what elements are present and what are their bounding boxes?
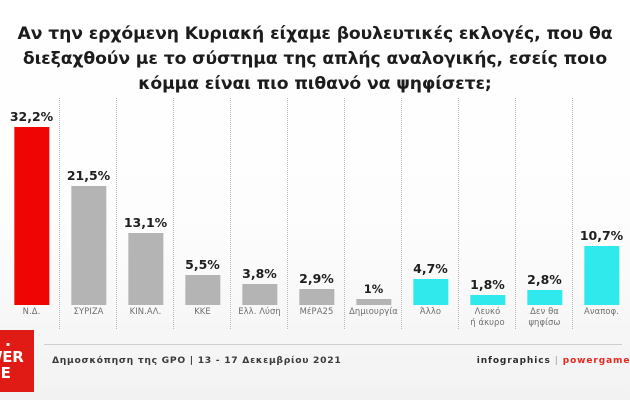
- axis-category-label: Λευκό ή άκυρο: [459, 306, 516, 327]
- bar[interactable]: [70, 186, 107, 305]
- axis-category-label: Δημιουργία: [345, 306, 402, 317]
- axis-category-label: ΚΙΝ.ΑΛ.: [117, 306, 174, 317]
- bar[interactable]: [583, 245, 620, 305]
- logo-dots: ▪ ▪ ▪: [0, 340, 13, 348]
- page-title: Αν την ερχόμενη Κυριακή είχαμε βουλευτικ…: [0, 22, 630, 97]
- bar-value-label: 2,8%: [527, 271, 562, 287]
- axis-category-label: Δεν θα ψηφίσω: [516, 306, 573, 327]
- column-divider: [172, 98, 174, 329]
- column-divider: [286, 98, 288, 329]
- bar-value-label: 21,5%: [66, 168, 111, 184]
- axis-label-line-1: ΚΚΕ: [194, 306, 211, 316]
- column-divider: [400, 98, 402, 329]
- column-divider: [115, 98, 117, 329]
- axis-label-line-1: ΚΙΝ.ΑΛ.: [129, 306, 162, 316]
- axis-label-line-1: Αναποφ.: [584, 306, 619, 316]
- bar[interactable]: [355, 299, 392, 305]
- logo-line-2: ME: [0, 363, 11, 382]
- bar-column: 1%: [345, 98, 402, 329]
- bar[interactable]: [469, 295, 506, 305]
- axis-category-label: Ν.Δ.: [3, 306, 60, 317]
- bar-group[interactable]: 1%: [355, 100, 392, 305]
- bar-group[interactable]: 3,8%: [241, 100, 278, 305]
- column-divider: [571, 98, 573, 329]
- axis-label-line-1: ΣΥΡΙΖΑ: [73, 306, 104, 316]
- axis-category-label: ΚΚΕ: [174, 306, 231, 317]
- bar-group[interactable]: 21,5%: [67, 100, 110, 305]
- axis-label-line-1: ΜέΡΑ25: [299, 306, 334, 316]
- bar-group[interactable]: 1,8%: [469, 100, 506, 305]
- bar[interactable]: [412, 279, 449, 305]
- bar-value-label: 1,8%: [470, 277, 505, 293]
- bar-group[interactable]: 4,7%: [412, 100, 449, 305]
- axis-label-line-2: ψηφίσω: [528, 316, 561, 327]
- column-divider: [343, 98, 345, 329]
- axis-label-line-2: ή άκυρο: [470, 316, 505, 327]
- column-divider: [229, 98, 231, 329]
- bar-column: 2,8%: [516, 98, 573, 329]
- bar-column: 2,9%: [288, 98, 345, 329]
- category-axis: Ν.Δ. ΣΥΡΙΖΑ ΚΙΝ.ΑΛ. ΚΚΕ Ελλ. Λύση ΜέΡΑ25 Δημιο…: [0, 306, 630, 336]
- title-line-2: διεξαχθούν με το σύστημα της απλής αναλο…: [22, 49, 608, 69]
- bar-group[interactable]: 5,5%: [184, 100, 221, 305]
- bar-column: 4,7%: [402, 98, 459, 329]
- axis-label-line-1: Ελλ. Λύση: [238, 306, 281, 316]
- bar-column: 5,5%: [174, 98, 231, 329]
- bar[interactable]: [526, 289, 563, 305]
- footer-credit-label: infographics: [476, 356, 551, 366]
- column-divider: [58, 98, 60, 329]
- axis-label-line-1: Δημιουργία: [349, 306, 398, 316]
- axis-category-label: Ελλ. Λύση: [231, 306, 288, 317]
- axis-category-label: Άλλο: [402, 306, 459, 317]
- bar-value-label: 4,7%: [413, 261, 448, 277]
- axis-category-label: Αναποφ.: [573, 306, 630, 317]
- bar-group[interactable]: 2,8%: [526, 100, 563, 305]
- powergame-logo[interactable]: ▪ ▪ ▪ WER ME: [0, 330, 34, 392]
- axis-category-label: ΜέΡΑ25: [288, 306, 345, 317]
- footer-credit: infographics | powergame.g: [477, 356, 630, 366]
- bar-value-label: 32,2%: [9, 109, 54, 124]
- footer-divider: [44, 344, 622, 345]
- bar-group[interactable]: 10,7%: [580, 100, 623, 305]
- footer-credit-site[interactable]: powergame.g: [562, 356, 630, 366]
- bar[interactable]: [241, 284, 278, 305]
- bar[interactable]: [13, 127, 50, 305]
- bar-value-label: 1%: [363, 282, 384, 297]
- bar-column: 21,5%: [60, 98, 117, 329]
- column-divider: [514, 98, 516, 329]
- bar-column: 32,2%: [3, 98, 60, 329]
- title-line-3: κόμμα είναι πιο πιθανό να ψηφίσετε;: [138, 74, 492, 94]
- bar-value-label: 10,7%: [579, 227, 624, 243]
- bar[interactable]: [127, 232, 164, 305]
- axis-category-label: ΣΥΡΙΖΑ: [60, 306, 117, 317]
- axis-label-line-1: Ν.Δ.: [22, 306, 41, 316]
- bar-column: 10,7%: [573, 100, 630, 305]
- bar[interactable]: [184, 274, 221, 305]
- title-line-1: Αν την ερχόμενη Κυριακή είχαμε βουλευτικ…: [17, 24, 613, 44]
- bar-group[interactable]: 2,9%: [298, 100, 335, 305]
- bar-group[interactable]: 13,1%: [124, 100, 167, 305]
- bar-value-label: 13,1%: [123, 214, 168, 230]
- column-divider: [457, 98, 459, 329]
- bar-column: 13,1%: [117, 98, 174, 329]
- axis-label-line-1: Άλλο: [419, 306, 442, 316]
- footer-credit-separator: |: [554, 356, 559, 366]
- axis-label-line-1: Λευκό: [474, 306, 501, 316]
- bar-group[interactable]: 32,2%: [10, 100, 53, 305]
- bar-value-label: 3,8%: [242, 266, 277, 281]
- bar-value-label: 5,5%: [185, 256, 220, 272]
- bar-chart-plot: 32,2% 21,5% 13,1% 5,5% 3,8% 2,9% 1% 4,7% 1,8% 2,8…: [0, 98, 630, 329]
- footer-source: Δημοσκόπηση της GPO | 13 - 17 Δεκεμβρίου…: [52, 355, 342, 366]
- bar-value-label: 2,9%: [299, 270, 334, 286]
- axis-label-line-1: Δεν θα: [530, 306, 559, 316]
- bar-column: 3,8%: [231, 98, 288, 329]
- bar[interactable]: [298, 288, 335, 305]
- logo-line-1: WER: [0, 347, 24, 366]
- bar-column: 1,8%: [459, 98, 516, 329]
